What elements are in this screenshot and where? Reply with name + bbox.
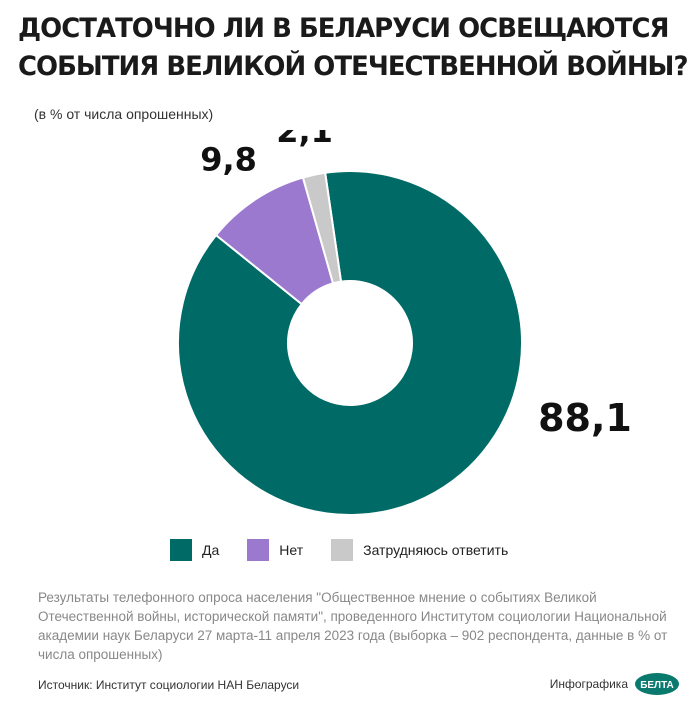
belta-logo: БЕЛТА — [634, 672, 680, 696]
credit: Инфографика БЕЛТА — [550, 672, 680, 696]
source-text: Источник: Институт социологии НАН Белару… — [38, 678, 300, 692]
survey-note: Результаты телефонного опроса населения … — [38, 590, 668, 662]
slice-yes — [177, 170, 523, 516]
legend-label-no: Нет — [279, 542, 304, 558]
slice-undecided — [301, 171, 343, 285]
legend-item-undecided: Затрудняюсь ответить — [331, 539, 508, 561]
donut-chart: 88,1 9,8 2,1 — [177, 130, 632, 516]
legend-swatch-no — [247, 539, 270, 561]
chart-subtitle: (в % от числа опрошенных) — [34, 106, 214, 122]
chart-legend: Да Нет Затрудняюсь ответить — [170, 538, 536, 562]
credit-label: Инфографика — [549, 677, 628, 691]
legend-item-no: Нет — [247, 539, 303, 561]
legend-swatch-undecided — [331, 539, 354, 561]
svg-text:БЕЛТА: БЕЛТА — [640, 680, 674, 691]
legend-label-undecided: Затрудняюсь ответить — [363, 542, 509, 558]
legend-item-yes: Да — [170, 539, 219, 561]
title-line-2: СОБЫТИЯ ВЕЛИКОЙ ОТЕЧЕСТВЕННОЙ ВОЙНЫ? — [18, 51, 688, 82]
label-yes: 88,1 — [538, 396, 632, 440]
chart-title: ДОСТАТОЧНО ЛИ В БЕЛАРУСИ ОСВЕЩАЮТСЯ СОБЫ… — [18, 10, 688, 86]
label-undecided: 2,1 — [276, 130, 333, 150]
legend-swatch-yes — [170, 539, 192, 561]
label-no: 9,8 — [200, 141, 257, 179]
title-line-1: ДОСТАТОЧНО ЛИ В БЕЛАРУСИ ОСВЕЩАЮТСЯ — [18, 13, 669, 44]
legend-label-yes: Да — [202, 542, 220, 558]
